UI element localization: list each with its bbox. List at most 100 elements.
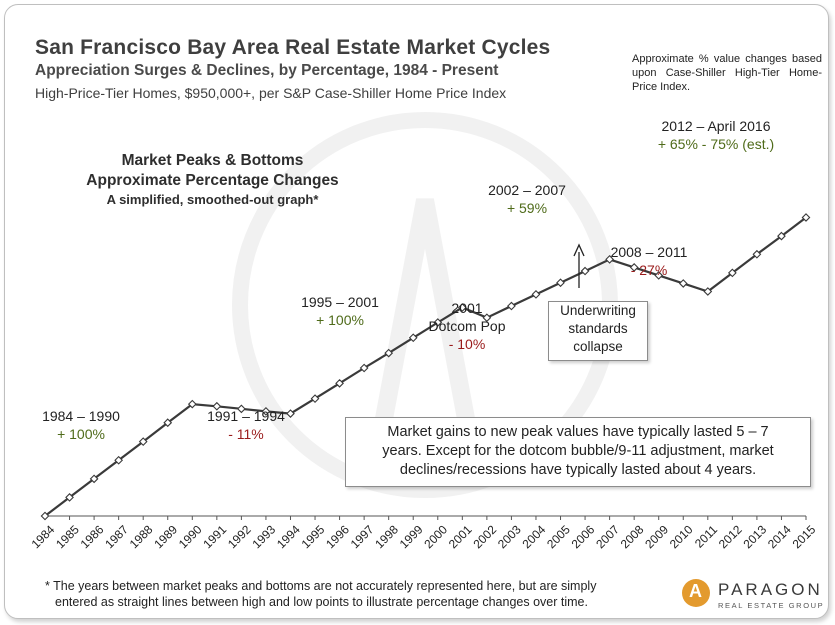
x-tick-label: 1984 <box>29 522 58 551</box>
series-markers <box>40 213 811 521</box>
label-cycle-1995: 1995 – 2001 + 100% <box>295 293 385 329</box>
data-point <box>261 407 271 416</box>
cycle-1984-change: + 100% <box>57 426 105 442</box>
data-point <box>654 271 664 280</box>
x-tick-label: 1993 <box>249 522 278 551</box>
gains-callout: Market gains to new peak values have typ… <box>345 417 811 487</box>
data-point <box>482 313 492 323</box>
logo-wordmark: PARAGON <box>718 580 823 599</box>
data-point <box>777 231 786 241</box>
paragon-logo-icon: A <box>682 579 710 607</box>
label-cycle-2008: 2008 – 2011 - 27% <box>601 243 697 279</box>
x-tick-label: 1995 <box>299 522 328 551</box>
cycle-2001-year: 2001 <box>451 300 483 316</box>
data-point <box>507 301 516 311</box>
x-tick-label: 2005 <box>544 522 573 551</box>
data-point <box>286 409 295 418</box>
logo-tagline: REAL ESTATE GROUP <box>718 601 825 610</box>
x-tick-labels: 1984198519861987198819891990199119921993… <box>29 522 819 551</box>
data-point <box>556 278 565 288</box>
line-chart: 1984198519861987198819891990199119921993… <box>29 213 819 551</box>
cycle-2008-change: - 27% <box>630 262 668 278</box>
x-tick-label: 1992 <box>225 522 254 551</box>
data-point <box>727 268 737 278</box>
data-point <box>310 394 320 404</box>
chart-subtitle: Appreciation Surges & Declines, by Perce… <box>35 62 499 79</box>
heading-line-3: A simplified, smoothed-out graph* <box>106 192 319 207</box>
data-point <box>65 493 74 502</box>
cycle-1991-period: 1991 – 1994 <box>207 408 285 424</box>
heading-line-2: Approximate Percentage Changes <box>86 172 339 189</box>
cycle-1995-period: 1995 – 2001 <box>301 294 379 310</box>
data-point <box>237 404 246 414</box>
footnote-line-2: entered as straight lines between high a… <box>55 595 588 609</box>
x-tick-label: 2013 <box>740 522 769 551</box>
cycle-2001-name: Dotcom Pop <box>428 318 506 334</box>
data-point <box>89 474 99 484</box>
x-tick-label: 2012 <box>716 522 745 551</box>
x-tick-label: 2000 <box>421 522 450 551</box>
data-point <box>678 279 688 288</box>
underwriting-callout: Underwriting standards collapse <box>548 301 648 361</box>
data-point <box>457 303 467 312</box>
cycle-2008-period: 2008 – 2011 <box>610 244 688 260</box>
label-cycle-1984: 1984 – 1990 + 100% <box>41 407 121 443</box>
x-tick-label: 2006 <box>569 522 598 551</box>
data-point <box>703 287 713 296</box>
label-cycle-2001: 2001 Dotcom Pop - 10% <box>427 299 507 353</box>
data-point <box>580 266 590 276</box>
series-line <box>44 216 807 517</box>
cycle-2002-change: + 59% <box>506 200 548 216</box>
x-tick-label: 2011 <box>692 522 720 550</box>
x-tick-label: 1997 <box>348 522 377 551</box>
data-point <box>531 290 541 299</box>
data-point <box>187 399 197 409</box>
x-tick-label: 2001 <box>446 522 475 551</box>
data-point <box>212 401 222 411</box>
label-cycle-2002: 2002 – 2007 + 59% <box>479 181 575 217</box>
x-tick-label: 2003 <box>495 522 524 551</box>
x-tick-label: 2002 <box>470 522 499 551</box>
data-point <box>163 418 173 428</box>
chart-frame: San Francisco Bay Area Real Estate Marke… <box>4 4 829 619</box>
x-tick-label: 2010 <box>667 522 696 551</box>
footnote: * The years between market peaks and bot… <box>45 578 665 610</box>
x-tick-label: 1988 <box>127 522 156 551</box>
x-tick-label: 1986 <box>78 522 107 551</box>
x-tick-label: 2008 <box>618 522 647 551</box>
x-tick-label: 2015 <box>790 522 819 551</box>
cycle-1984-period: 1984 – 1990 <box>42 408 120 424</box>
data-point <box>138 437 148 447</box>
gains-line-2: years. Except for the dotcom bubble/9-11… <box>382 443 774 459</box>
x-tick-label: 1990 <box>176 522 205 551</box>
x-tick-label: 2009 <box>642 522 671 551</box>
heading-line-1: Market Peaks & Bottoms <box>121 152 304 169</box>
x-tick-label: 1987 <box>102 522 131 551</box>
data-point <box>408 333 418 343</box>
data-point <box>605 255 614 264</box>
x-tick-label: 1998 <box>372 522 401 551</box>
chart-title: San Francisco Bay Area Real Estate Marke… <box>35 36 551 59</box>
source-note: Approximate % value changes based upon C… <box>632 53 822 93</box>
cycle-2001-change: - 10% <box>448 336 486 352</box>
data-point <box>40 511 50 521</box>
x-tick-label: 2004 <box>520 522 549 551</box>
gains-line-3: declines/recessions have typically laste… <box>399 462 757 478</box>
cycle-2002-period: 2002 – 2007 <box>488 182 566 198</box>
gains-line-1: Market gains to new peak values have typ… <box>387 424 769 440</box>
x-tick-label: 1994 <box>274 522 303 551</box>
label-cycle-1991: 1991 – 1994 - 11% <box>201 407 291 443</box>
x-tick-label: 1991 <box>200 522 229 551</box>
data-point <box>335 378 344 388</box>
underwriting-line-3: collapse <box>573 339 623 354</box>
paragon-logo: A PARAGON REAL ESTATE GROUP <box>682 578 828 614</box>
data-point <box>801 213 811 222</box>
x-tick-label: 2014 <box>765 522 794 551</box>
data-point <box>359 363 369 373</box>
chart-subtitle-2: High-Price-Tier Homes, $950,000+, per S&… <box>35 85 507 101</box>
x-tick-label: 1989 <box>151 522 180 551</box>
data-point <box>629 263 639 272</box>
x-tick-label: 2007 <box>593 522 622 551</box>
x-axis <box>44 515 807 520</box>
underwriting-line-2: standards <box>568 321 628 336</box>
